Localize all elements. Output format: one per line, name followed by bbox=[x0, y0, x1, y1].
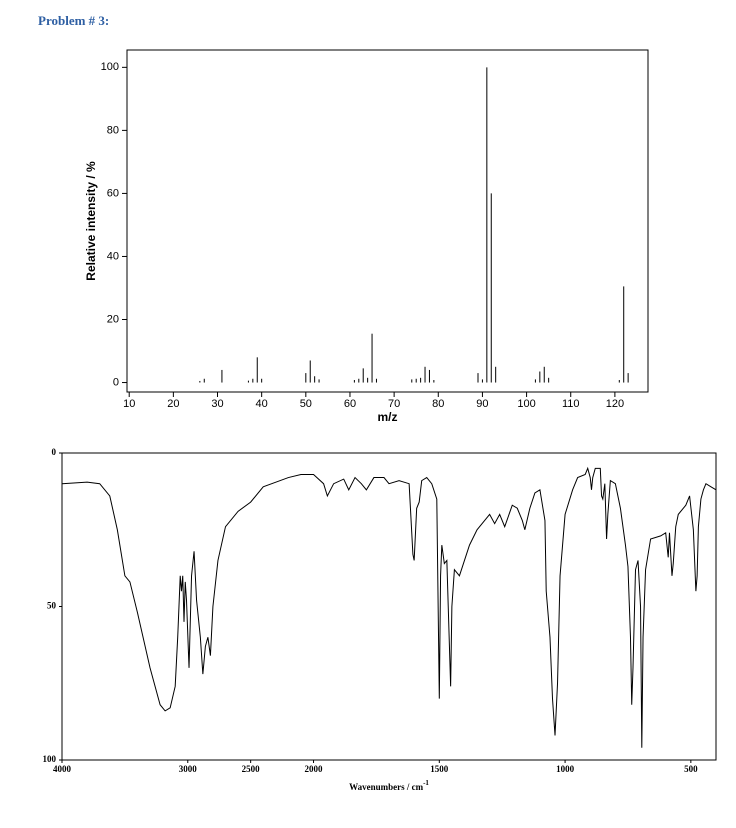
x-tick-label: 80 bbox=[432, 398, 444, 410]
y-tick-label: 0 bbox=[113, 376, 119, 388]
y-tick-label: 100 bbox=[43, 754, 57, 764]
x-tick-label: 4000 bbox=[53, 764, 72, 774]
x-axis-label: m/z bbox=[377, 410, 397, 424]
x-tick-label: 60 bbox=[344, 398, 356, 410]
x-tick-label: 90 bbox=[476, 398, 488, 410]
x-axis-label: Wavenumbers / cm-1 bbox=[349, 779, 429, 792]
y-tick-label: 20 bbox=[107, 313, 119, 325]
x-tick-label: 2500 bbox=[242, 764, 261, 774]
y-tick-label: 40 bbox=[107, 250, 119, 262]
x-tick-label: 110 bbox=[562, 398, 580, 410]
x-tick-label: 2000 bbox=[305, 764, 324, 774]
x-tick-label: 120 bbox=[606, 398, 624, 410]
x-axis-label-text: m/z bbox=[377, 410, 397, 424]
y-tick-label: 0 bbox=[52, 447, 57, 457]
x-tick-label: 3000 bbox=[179, 764, 198, 774]
y-tick-label: 50 bbox=[47, 601, 57, 611]
x-tick-label: 20 bbox=[167, 398, 179, 410]
x-tick-label: 30 bbox=[211, 398, 223, 410]
x-tick-label: 40 bbox=[256, 398, 268, 410]
x-tick-label: 100 bbox=[517, 398, 535, 410]
x-tick-label: 500 bbox=[684, 764, 698, 774]
x-axis-label-text: Wavenumbers / cm bbox=[349, 782, 423, 792]
x-tick-label: 1500 bbox=[430, 764, 449, 774]
plot-frame bbox=[61, 452, 717, 761]
y-tick-label: 60 bbox=[107, 187, 119, 199]
plot-frame bbox=[126, 49, 649, 393]
y-tick-label: 80 bbox=[107, 124, 119, 136]
y-axis-label: Relative intensity / % bbox=[84, 161, 98, 281]
x-tick-label: 10 bbox=[123, 398, 135, 410]
y-tick-label: 100 bbox=[101, 61, 119, 73]
heading: Problem # 3: bbox=[38, 13, 109, 28]
x-axis-label-superscript: -1 bbox=[423, 779, 429, 787]
x-tick-label: 50 bbox=[300, 398, 312, 410]
x-tick-label: 1000 bbox=[556, 764, 575, 774]
spectrum-line bbox=[61, 466, 717, 748]
x-tick-label: 70 bbox=[388, 398, 400, 410]
